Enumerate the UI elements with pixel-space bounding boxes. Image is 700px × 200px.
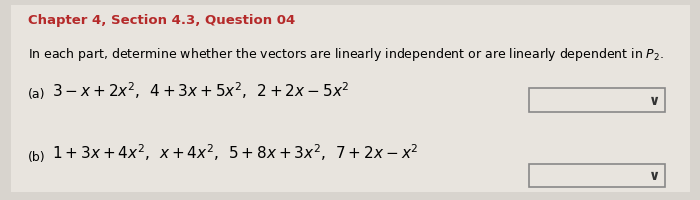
Text: ∨: ∨ [649,94,660,107]
FancyBboxPatch shape [528,89,665,112]
Text: (b): (b) [28,150,46,163]
FancyBboxPatch shape [528,164,665,187]
Text: $1+3x+4x^2$,  $x+4x^2$,  $5+8x+3x^2$,  $7+2x-x^2$: $1+3x+4x^2$, $x+4x^2$, $5+8x+3x^2$, $7+2… [52,142,419,163]
Text: ∨: ∨ [649,169,660,182]
FancyBboxPatch shape [10,6,690,192]
Text: (a): (a) [28,88,46,101]
Text: $3-x+2x^2$,  $4+3x+5x^2$,  $2+2x-5x^2$: $3-x+2x^2$, $4+3x+5x^2$, $2+2x-5x^2$ [52,80,350,101]
Text: In each part, determine whether the vectors are linearly independent or are line: In each part, determine whether the vect… [28,46,664,63]
Text: Chapter 4, Section 4.3, Question 04: Chapter 4, Section 4.3, Question 04 [28,14,295,27]
